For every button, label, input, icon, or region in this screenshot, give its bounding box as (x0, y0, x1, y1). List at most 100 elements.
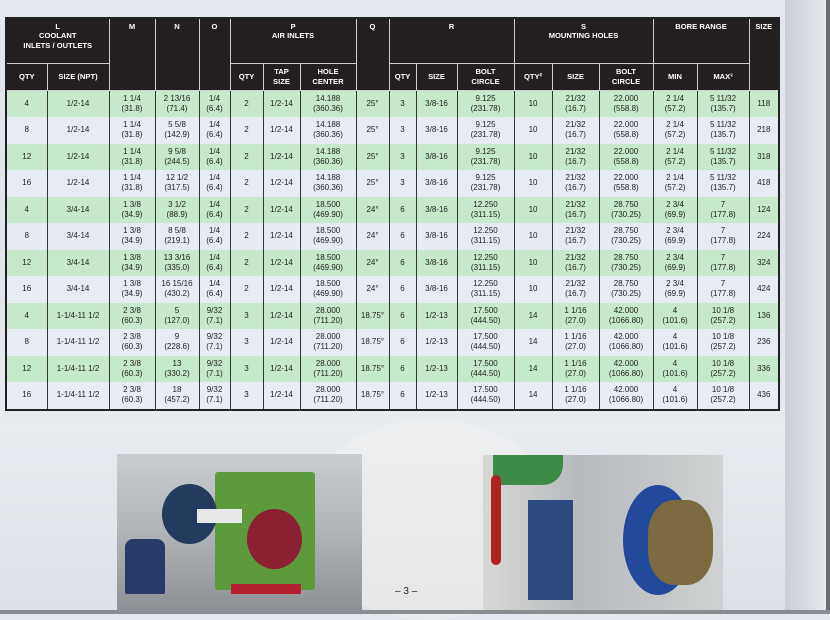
table-cell: 22.000 (558.8) (598, 143, 654, 170)
table-cell: 21/32 (16.7) (551, 117, 600, 144)
table-cell: 42.000 (1066.80) (598, 329, 654, 356)
table-cell: 9.125 (231.78) (456, 170, 515, 197)
table-cell: 16 (5, 382, 48, 410)
table-cell: 18.75° (355, 355, 390, 382)
table-cell: 2 1/4 (57.2) (652, 117, 698, 144)
table-cell: 2 3/8 (60.3) (108, 382, 156, 410)
table-cell: 16 15/16 (430.2) (154, 276, 200, 303)
table-cell: 1 1/4 (31.8) (108, 170, 156, 197)
table-cell: 224 (748, 223, 780, 250)
subheader-11: MIN (652, 62, 698, 91)
table-cell: 17.500 (444.50) (456, 329, 515, 356)
table-cell: 3/4-14 (46, 276, 110, 303)
table-cell: 8 (5, 223, 48, 250)
table-cell: 9.125 (231.78) (456, 117, 515, 144)
table-cell: 6 (388, 223, 417, 250)
table-cell: 1/2-14 (262, 302, 301, 329)
table-cell: 3 (229, 302, 264, 329)
table-cell: 2 3/4 (69.9) (652, 276, 698, 303)
table-cell: 1 1/16 (27.0) (551, 329, 600, 356)
table-cell: 1/2-13 (415, 329, 458, 356)
table-cell: 2 (229, 143, 264, 170)
table-cell: 8 (5, 329, 48, 356)
table-cell: 6 (388, 302, 417, 329)
table-row: 4 1/2-14 1 1/4 (31.8) 2 13/16 (71.4) 1/4 (6.… (5, 90, 780, 117)
table-cell: 3/8-16 (415, 90, 458, 117)
table-cell: 10 (513, 276, 553, 303)
table-cell: 28.750 (730.25) (598, 276, 654, 303)
table-cell: 9 (228.6) (154, 329, 200, 356)
table-row: 12 3/4-14 1 3/8 (34.9) 13 3/16 (335.0) 1/4 (… (5, 249, 780, 276)
table-cell: 1 3/8 (34.9) (108, 249, 156, 276)
table-cell: 7 (177.8) (696, 223, 750, 250)
table-cell: 1 3/8 (34.9) (108, 276, 156, 303)
table-cell: 3 (229, 355, 264, 382)
table-cell: 1/2-14 (262, 355, 301, 382)
header-M: M (108, 17, 156, 91)
subheader-2: QTY (229, 62, 264, 91)
table-cell: 2 3/8 (60.3) (108, 355, 156, 382)
table-cell: 118 (748, 90, 780, 117)
table-row: 12 1-1/4-11 1/2 2 3/8 (60.3) 13 (330.2) 9/32… (5, 355, 780, 382)
table-cell: 10 1/8 (257.2) (696, 329, 750, 356)
table-cell: 21/32 (16.7) (551, 196, 600, 223)
table-cell: 1-1/4-11 1/2 (46, 355, 110, 382)
subheader-4: HOLE CENTER (299, 62, 357, 91)
table-cell: 24° (355, 196, 390, 223)
table-cell: 10 (513, 223, 553, 250)
table-cell: 16 (5, 276, 48, 303)
table-cell: 7 (177.8) (696, 249, 750, 276)
table-cell: 3 (388, 117, 417, 144)
table-cell: 1/4 (6.4) (198, 249, 231, 276)
table-cell: 2 (229, 249, 264, 276)
table-cell: 3/8-16 (415, 249, 458, 276)
table-cell: 13 (330.2) (154, 355, 200, 382)
page-border (826, 0, 830, 614)
table-cell: 318 (748, 143, 780, 170)
table-cell: 218 (748, 117, 780, 144)
table-cell: 9/32 (7.1) (198, 382, 231, 410)
table-cell: 1-1/4-11 1/2 (46, 302, 110, 329)
table-cell: 1 1/16 (27.0) (551, 382, 600, 410)
table-row: 12 1/2-14 1 1/4 (31.8) 9 5/8 (244.5) 1/4 (6.… (5, 143, 780, 170)
table-cell: 1-1/4-11 1/2 (46, 382, 110, 410)
table-cell: 22.000 (558.8) (598, 90, 654, 117)
table-cell: 2 3/4 (69.9) (652, 249, 698, 276)
table-cell: 14 (513, 302, 553, 329)
table-cell: 1/2-14 (46, 90, 110, 117)
table-cell: 136 (748, 302, 780, 329)
table-cell: 2 (229, 90, 264, 117)
table-cell: 9/32 (7.1) (198, 355, 231, 382)
table-cell: 28.750 (730.25) (598, 223, 654, 250)
table-cell: 1/2-14 (262, 223, 301, 250)
table-cell: 5 11/32 (135.7) (696, 117, 750, 144)
table-cell: 3 (388, 170, 417, 197)
table-cell: 28.750 (730.25) (598, 196, 654, 223)
table-row: 16 1/2-14 1 1/4 (31.8) 12 1/2 (317.5) 1/4 (6… (5, 170, 780, 197)
table-cell: 1/4 (6.4) (198, 90, 231, 117)
table-cell: 18.75° (355, 382, 390, 410)
table-cell: 8 5/8 (219.1) (154, 223, 200, 250)
table-cell: 3/8-16 (415, 276, 458, 303)
subheader-5: QTY (388, 62, 417, 91)
table-cell: 1 1/4 (31.8) (108, 117, 156, 144)
subheader-12: MAX³ (696, 62, 750, 91)
table-cell: 2 (229, 117, 264, 144)
table-cell: 2 3/4 (69.9) (652, 196, 698, 223)
table-cell: 1/2-14 (262, 329, 301, 356)
table-cell: 9.125 (231.78) (456, 90, 515, 117)
header-N: N (154, 17, 200, 91)
table-cell: 42.000 (1066.80) (598, 382, 654, 410)
table-cell: 1/2-14 (46, 143, 110, 170)
table-cell: 21/32 (16.7) (551, 143, 600, 170)
table-cell: 1/2-14 (262, 249, 301, 276)
table-cell: 14.188 (360.36) (299, 170, 357, 197)
photo-hub (648, 500, 713, 585)
subheader-0: QTY (5, 62, 48, 91)
table-cell: 10 (513, 249, 553, 276)
table-cell: 12 (5, 249, 48, 276)
table-cell: 1 1/4 (31.8) (108, 90, 156, 117)
table-cell: 7 (177.8) (696, 196, 750, 223)
table-cell: 1 1/16 (27.0) (551, 355, 600, 382)
table-cell: 3/4-14 (46, 223, 110, 250)
